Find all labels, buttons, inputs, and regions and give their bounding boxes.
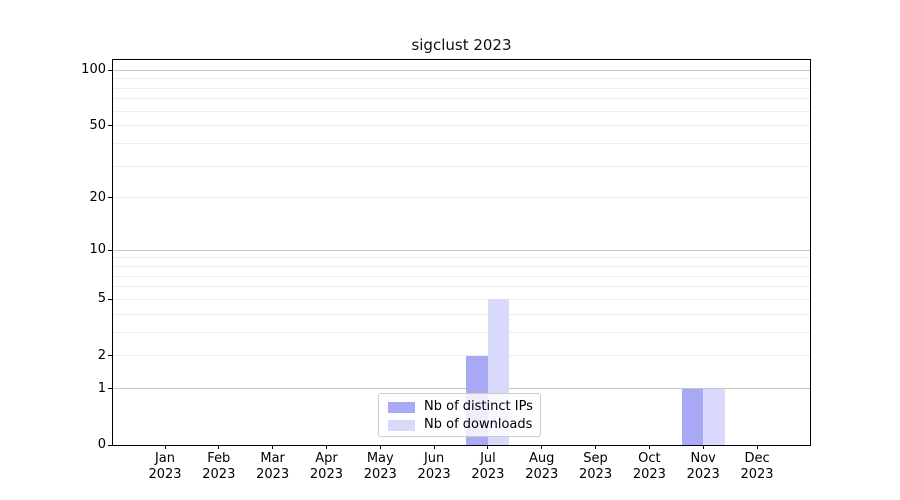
minor-gridline-2 [113,355,810,357]
y-tick-mark-2 [108,355,112,357]
y-tick-label-50: 50 [89,117,106,133]
major-gridline-100 [113,69,810,71]
x-tick-label-aug: Aug 2023 [525,451,559,482]
minor-gridline-90 [113,78,810,80]
y-tick-mark-1 [108,388,112,390]
y-tick-mark-10 [108,249,112,251]
x-tick-mark-sep [595,445,597,449]
minor-gridline-30 [113,165,810,167]
y-tick-label-0: 0 [97,437,106,452]
y-tick-label-20: 20 [89,189,106,205]
y-tick-mark-20 [108,197,112,199]
legend-label-distinct-ips: Nb of distinct IPs [424,399,533,414]
x-tick-label-jul: Jul 2023 [471,451,505,482]
x-tick-mark-jun [433,445,435,449]
minor-gridline-20 [113,197,810,199]
minor-gridline-70 [113,98,810,100]
x-tick-mark-apr [325,445,327,449]
y-tick-mark-100 [108,69,112,71]
legend-row-downloads: Nb of downloads [388,416,532,434]
x-tick-label-jun: Jun 2023 [417,451,451,482]
minor-gridline-7 [113,275,810,277]
legend-row-distinct-ips: Nb of distinct IPs [388,398,533,416]
x-tick-mark-oct [648,445,650,449]
chart-title: sigclust 2023 [411,36,512,54]
x-tick-label-may: May 2023 [363,451,397,482]
x-tick-mark-feb [218,445,220,449]
x-tick-mark-dec [756,445,758,449]
minor-gridline-4 [113,313,810,315]
y-tick-mark-0 [108,444,112,446]
y-tick-label-100: 100 [81,62,106,78]
minor-gridline-5 [113,298,810,300]
major-gridline-1 [113,388,810,390]
x-tick-mark-mar [272,445,274,449]
minor-gridline-80 [113,87,810,89]
x-tick-label-apr: Apr 2023 [309,451,343,482]
minor-gridline-8 [113,266,810,268]
legend-swatch-distinct-ips [388,401,415,413]
legend-label-downloads: Nb of downloads [424,417,533,432]
x-tick-mark-may [379,445,381,449]
major-gridline-10 [113,249,810,251]
y-tick-label-2: 2 [97,347,106,363]
y-tick-label-5: 5 [97,291,106,307]
x-tick-label-sep: Sep 2023 [579,451,613,482]
bar-distinct-ips-nov [681,388,704,445]
x-tick-label-oct: Oct 2023 [632,451,666,482]
x-tick-mark-aug [541,445,543,449]
plot-area [112,59,811,446]
x-tick-label-nov: Nov 2023 [686,451,720,482]
minor-gridline-40 [113,142,810,144]
y-tick-mark-5 [108,298,112,300]
minor-gridline-50 [113,125,810,127]
bar-downloads-nov [703,388,725,445]
x-tick-mark-jul [487,445,489,449]
legend-swatch-downloads [388,419,415,431]
x-tick-mark-jan [164,445,166,449]
x-tick-label-mar: Mar 2023 [256,451,290,482]
y-tick-mark-50 [108,125,112,127]
legend: Nb of distinct IPs Nb of downloads [378,393,541,437]
minor-gridline-3 [113,331,810,333]
y-tick-label-1: 1 [97,380,106,396]
minor-gridline-9 [113,257,810,259]
x-tick-label-feb: Feb 2023 [202,451,236,482]
minor-gridline-6 [113,286,810,288]
y-tick-label-10: 10 [89,242,106,258]
x-tick-mark-nov [702,445,704,449]
minor-gridline-60 [113,110,810,112]
x-tick-label-jan: Jan 2023 [148,451,182,482]
x-tick-label-dec: Dec 2023 [740,451,774,482]
